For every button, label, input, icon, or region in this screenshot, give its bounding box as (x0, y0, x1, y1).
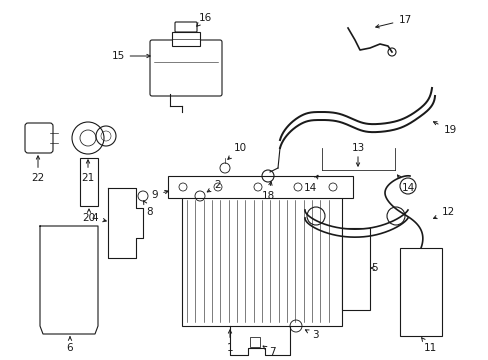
Bar (341, 228, 369, 310)
Text: 3: 3 (305, 330, 318, 340)
Text: 4: 4 (92, 213, 106, 223)
FancyBboxPatch shape (150, 40, 222, 96)
Text: 8: 8 (143, 201, 153, 217)
Text: 15: 15 (111, 51, 150, 61)
FancyBboxPatch shape (25, 123, 53, 153)
Text: 17: 17 (375, 15, 411, 28)
Text: 16: 16 (196, 13, 211, 26)
Text: 13: 13 (351, 143, 364, 153)
Text: 14: 14 (303, 175, 317, 193)
Bar (182, 196, 341, 326)
Text: 7: 7 (263, 346, 275, 357)
Text: 10: 10 (227, 143, 246, 159)
Bar (80, 158, 98, 206)
Text: 11: 11 (421, 338, 436, 353)
Text: 22: 22 (31, 156, 44, 183)
Text: 19: 19 (432, 122, 456, 135)
Text: 21: 21 (81, 160, 95, 183)
Text: 18: 18 (261, 182, 274, 201)
FancyBboxPatch shape (175, 22, 197, 32)
Text: 6: 6 (66, 337, 73, 353)
Text: 12: 12 (433, 207, 454, 219)
Text: 5: 5 (370, 263, 378, 273)
Text: 14: 14 (397, 175, 414, 193)
Text: 2: 2 (207, 180, 221, 192)
Bar (168, 176, 352, 198)
Text: 20: 20 (82, 209, 95, 223)
Bar (399, 248, 441, 336)
Text: 9: 9 (151, 190, 168, 200)
Text: 1: 1 (226, 330, 233, 353)
Bar (249, 337, 260, 347)
Bar (172, 32, 200, 46)
